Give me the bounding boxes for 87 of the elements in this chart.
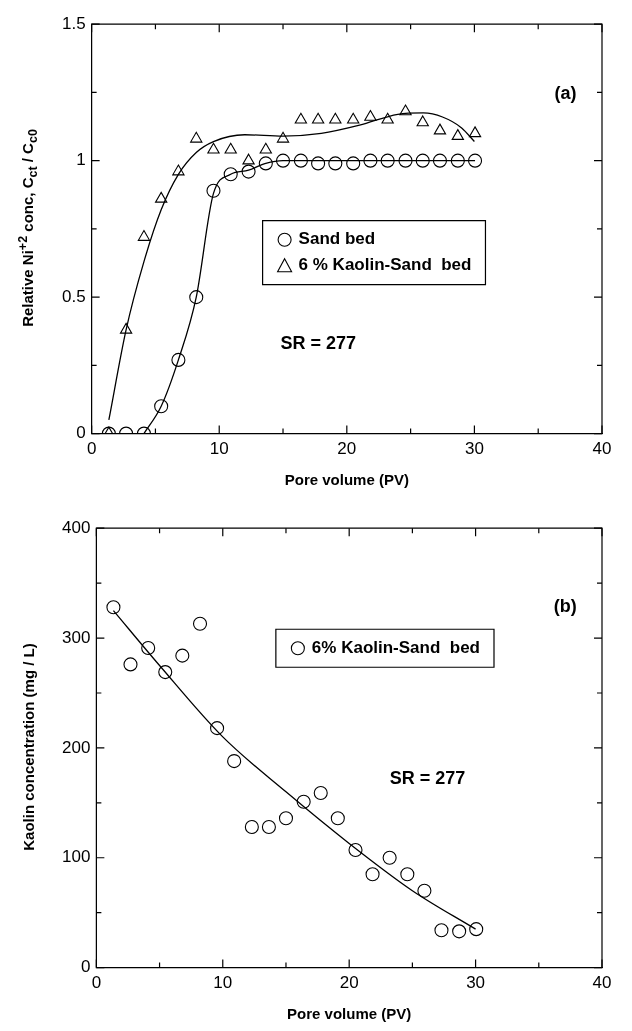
point [382,850,397,865]
point [207,142,220,154]
point [364,109,377,121]
point [468,126,482,138]
x-tick-label: 20 [337,439,357,459]
point [347,112,360,124]
point [224,142,237,154]
point [399,104,412,116]
point [106,600,121,615]
point [380,153,395,168]
annotation: SR = 277 [389,767,466,788]
legend-label: Sand bed [298,229,376,249]
annotation: (a) [554,82,577,103]
x-tick-label: 30 [466,973,486,993]
point [154,191,168,203]
point [119,322,133,334]
point [175,648,190,663]
point [416,115,429,127]
point [259,142,272,154]
point [141,640,156,655]
annotation: SR = 277 [280,332,357,353]
point [432,153,448,168]
x-axis-title: Pore volume (PV) [284,471,409,489]
point [192,616,208,631]
point [451,129,464,140]
point [329,112,342,124]
point [346,156,361,171]
point [278,811,294,826]
x-tick-label: 40 [592,973,612,993]
point [293,153,308,168]
point [415,153,430,168]
point [330,811,345,826]
point [158,665,173,680]
x-tick-label: 10 [213,973,233,993]
point [206,183,221,198]
point [137,230,151,241]
point [328,156,343,171]
y-tick-label: 0 [76,423,86,443]
y-tick-label: 400 [61,517,91,537]
point [190,131,203,143]
point [258,156,273,171]
y-tick-label: 200 [61,737,91,757]
point [363,153,378,168]
point [241,164,256,179]
point [223,167,238,182]
point [313,785,328,800]
annotation: (b) [553,596,577,617]
point [348,843,363,858]
y-tick-label: 0 [80,957,91,977]
point [468,153,483,168]
y-axis-title: Kaolin concentration (mg / L) [19,643,37,851]
point [398,153,413,168]
x-tick-label: 30 [464,439,484,459]
point [244,819,259,835]
point [242,153,255,165]
point [276,131,290,143]
point [210,721,225,736]
y-tick-label: 1.5 [61,13,86,33]
x-tick-label: 40 [592,439,612,459]
point [452,924,467,939]
point [311,156,326,171]
point [469,922,484,937]
point [261,819,276,835]
point [294,112,308,124]
point [311,112,325,124]
x-tick-label: 10 [209,439,229,459]
point [296,794,311,809]
point [365,867,380,882]
point [417,883,432,898]
point [275,153,291,168]
y-tick-label: 100 [61,847,91,867]
point [123,657,138,672]
legend-label: 6 % Kaolin-Sand bed [298,255,472,275]
point [433,123,447,135]
legend-label: 6% Kaolin-Sand bed [311,637,481,657]
point [171,352,186,367]
point [172,164,185,176]
y-tick-label: 1 [76,150,86,170]
point [434,923,449,938]
point [400,867,415,882]
point [450,153,465,168]
y-tick-label: 300 [61,627,91,647]
x-tick-label: 20 [339,973,359,993]
x-axis-title: Pore volume (PV) [287,1005,412,1023]
point [227,754,242,769]
y-tick-label: 0.5 [61,286,86,306]
point [381,112,394,124]
